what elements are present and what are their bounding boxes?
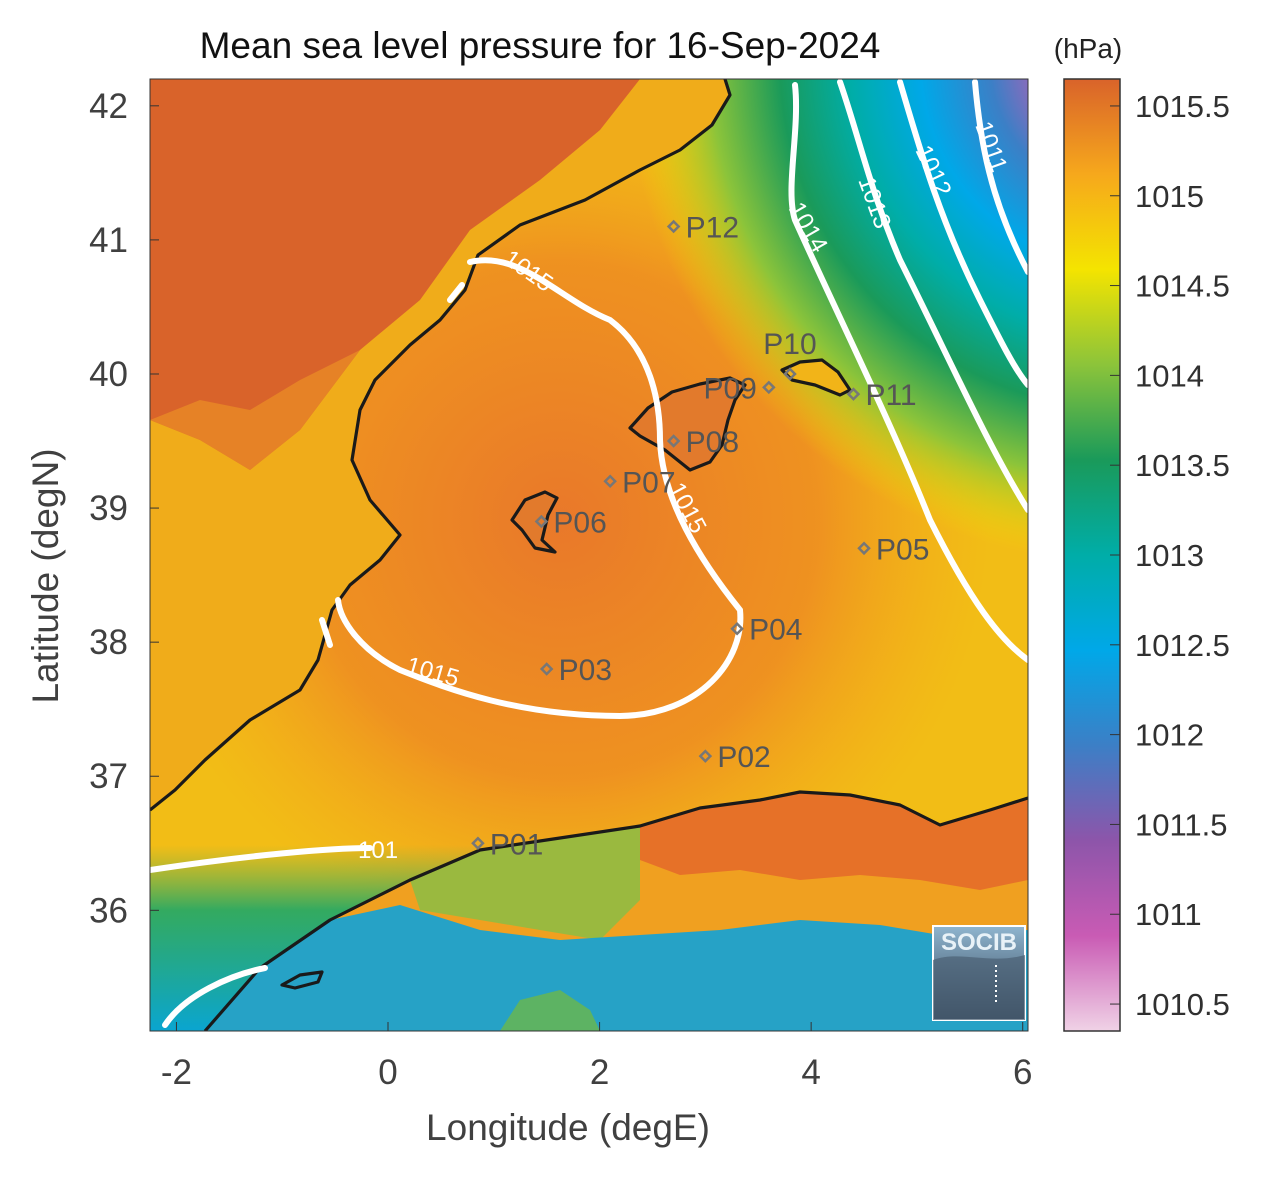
- colorbar-tick-label: 1010.5: [1135, 987, 1230, 1022]
- station-label: P09: [703, 372, 756, 405]
- colorbar-tick-label: 1012: [1135, 718, 1204, 753]
- station-marker: [698, 749, 713, 763]
- x-tick-label: 6: [1013, 1053, 1032, 1092]
- colorbar-tick-label: 1015: [1135, 179, 1204, 214]
- contour-label: 101: [358, 837, 398, 864]
- colorbar-unit: (hPa): [1054, 33, 1122, 64]
- station-label: P08: [686, 426, 739, 459]
- station-marker: [534, 514, 549, 529]
- iberia-coastline: [150, 79, 732, 812]
- station-marker: [666, 434, 681, 448]
- station-label: P12: [686, 211, 739, 244]
- station-label: P11: [865, 379, 916, 412]
- colorbar-tick-label: 1011: [1135, 897, 1202, 932]
- y-tick-label: 39: [89, 489, 128, 528]
- station-marker: [783, 367, 797, 381]
- station-label: P06: [553, 506, 606, 539]
- x-tick-label: 0: [378, 1053, 397, 1092]
- isobar-1013: [837, 79, 1028, 513]
- isobar-1011: [972, 79, 1028, 275]
- map-frame: [149, 78, 1029, 1032]
- africa-coastline: [203, 790, 1028, 1031]
- y-tick-label: 36: [89, 891, 128, 930]
- x-tick-label: -2: [161, 1053, 192, 1092]
- colorbar-tick-label: 1012.5: [1135, 628, 1230, 663]
- y-tick-label: 42: [89, 87, 128, 126]
- station-label: P10: [763, 328, 816, 361]
- colorbar-tick-label: 1013: [1135, 538, 1204, 573]
- station-marker: [539, 662, 554, 676]
- colorbar-tick-label: 1011.5: [1135, 807, 1228, 842]
- colorbar-tick-label: 1014.5: [1135, 269, 1230, 304]
- station-label: P05: [876, 533, 929, 566]
- station-marker: [762, 380, 776, 395]
- y-tick-label: 40: [89, 355, 128, 394]
- station-marker: [666, 219, 681, 234]
- station-label: P04: [749, 614, 802, 647]
- station-marker: [857, 541, 871, 556]
- y-axis-ticks: 36 37 38 39 40 41 42: [89, 87, 159, 930]
- ibiza-coastline: [510, 490, 559, 554]
- chart-title: Mean sea level pressure for 16-Sep-2024: [200, 25, 881, 66]
- x-axis-ticks: -2 0 2 4 6: [161, 1022, 1032, 1092]
- logo-text: SOCIB: [941, 929, 1017, 956]
- colorbar-tick-label: 1014: [1135, 358, 1204, 393]
- isobar-1014-south: [150, 845, 373, 1028]
- station-label: P03: [559, 654, 612, 687]
- station-label: P02: [717, 741, 770, 774]
- isobar-1015-coast: [319, 282, 465, 648]
- station-marker: [846, 387, 861, 401]
- menorca-coastline: [780, 358, 852, 397]
- station-marker: [730, 621, 744, 636]
- x-axis-label: Longitude (degE): [426, 1107, 710, 1148]
- socib-logo: SOCIB: [932, 925, 1026, 1021]
- iberia-coastal-fringe: [150, 79, 730, 810]
- station-label: P07: [622, 466, 675, 499]
- station-label: P01: [490, 828, 543, 861]
- isobar-1014: [788, 82, 1028, 663]
- mallorca-coastline: [628, 376, 747, 472]
- y-tick-label: 41: [89, 221, 128, 260]
- y-axis-label: Latitude (degN): [25, 448, 66, 703]
- colorbar-ticks: 1010.5 1011 1011.5 1012 1012.5 1013 1013.5 1014…: [1110, 89, 1230, 1022]
- isobar-1012: [897, 79, 1028, 388]
- station-marker: [471, 836, 485, 851]
- y-tick-label: 37: [89, 757, 128, 796]
- colorbar-tick-label: 1015.5: [1135, 89, 1230, 124]
- x-tick-label: 4: [801, 1053, 820, 1092]
- isobar-1015-central: [335, 257, 744, 720]
- x-tick-label: 2: [590, 1053, 609, 1092]
- y-tick-label: 38: [89, 623, 128, 662]
- station-marker: [603, 474, 617, 489]
- ibiza-land: [512, 492, 557, 552]
- colorbar: (hPa) 1010.5 1011 1011.5 1012 1012.5 1013 1013…: [1054, 33, 1230, 1032]
- colorbar-tick-label: 1013.5: [1135, 448, 1230, 483]
